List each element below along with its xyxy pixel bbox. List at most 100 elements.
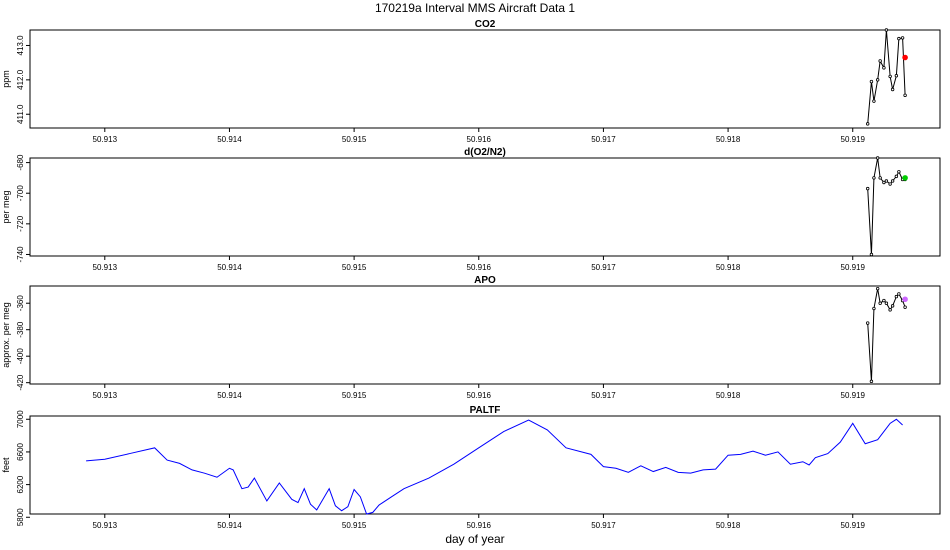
data-point xyxy=(882,298,886,303)
y-tick-label: 412.0 xyxy=(16,69,25,90)
series-line-0 xyxy=(867,29,906,124)
x-tick-label: 50.916 xyxy=(467,391,492,400)
x-tick-label: 50.918 xyxy=(716,263,741,272)
panel-frame xyxy=(29,285,941,385)
data-point xyxy=(865,122,870,126)
x-tick-label: 50.919 xyxy=(841,391,866,400)
data-point xyxy=(882,66,886,70)
y-tick-label: 413.0 xyxy=(16,35,25,56)
panel-title: CO2 xyxy=(475,19,496,30)
y-tick-label: -740 xyxy=(16,246,25,263)
data-point xyxy=(890,87,895,92)
highlight-marker xyxy=(902,296,908,303)
y-tick-label: 6200 xyxy=(16,475,25,493)
x-tick-label: 50.919 xyxy=(841,521,866,530)
x-tick-label: 50.915 xyxy=(342,521,367,530)
panel-title: APO xyxy=(474,275,496,286)
highlight-marker xyxy=(902,175,908,181)
data-point xyxy=(869,379,874,384)
data-point xyxy=(865,186,870,191)
data-point xyxy=(875,156,880,160)
x-tick-label: 50.915 xyxy=(342,135,367,144)
panel-3: PALTF feet 50.913 50.914 50.915 50.916 50.917 5… xyxy=(1,405,941,530)
x-tick-label: 50.918 xyxy=(716,391,741,400)
data-point xyxy=(865,321,870,325)
data-point xyxy=(875,286,880,291)
x-tick-label: 50.913 xyxy=(93,135,118,144)
x-tick-label: 50.917 xyxy=(591,391,616,400)
y-tick-label: -380 xyxy=(16,321,25,338)
x-tick-label: 50.913 xyxy=(93,521,118,530)
y-axis-label: per meg xyxy=(1,190,11,223)
data-point xyxy=(903,93,907,98)
data-point xyxy=(882,180,886,185)
panels: CO2 ppm 50.913 50.914 50.915 50.916 50.917 50.9… xyxy=(1,19,941,530)
y-tick-label: -700 xyxy=(16,185,25,202)
panel-0: CO2 ppm 50.913 50.914 50.915 50.916 50.917 50.9… xyxy=(1,19,941,144)
x-tick-label: 50.917 xyxy=(591,521,616,530)
panel-title: d(O2/N2) xyxy=(464,147,506,158)
y-tick-label: 6600 xyxy=(16,442,25,460)
data-point xyxy=(884,28,889,32)
data-point xyxy=(897,170,901,174)
data-point xyxy=(869,79,874,84)
x-tick-label: 50.914 xyxy=(217,263,242,272)
x-tick-label: 50.917 xyxy=(591,263,616,272)
data-point xyxy=(894,74,899,78)
x-tick-label: 50.915 xyxy=(342,263,367,272)
data-point xyxy=(872,176,876,180)
data-point xyxy=(872,99,876,103)
data-point xyxy=(903,305,907,309)
data-point xyxy=(890,179,895,183)
y-axis-label: ppm xyxy=(1,70,11,88)
data-point xyxy=(875,78,880,82)
highlight-marker xyxy=(902,54,908,61)
x-tick-label: 50.919 xyxy=(841,263,866,272)
y-axis-label: feet xyxy=(1,457,11,473)
data-point xyxy=(897,292,901,296)
figure-title: 170219a Interval MMS Aircraft Data 1 xyxy=(375,1,575,15)
data-point xyxy=(897,36,901,41)
x-tick-label: 50.914 xyxy=(217,135,242,144)
x-tick-label: 50.916 xyxy=(467,263,492,272)
panel-frame xyxy=(29,415,941,515)
y-tick-label: 411.0 xyxy=(16,104,25,124)
data-point xyxy=(878,176,882,180)
data-point xyxy=(878,301,882,305)
y-tick-label: -680 xyxy=(16,154,25,171)
y-tick-label: -360 xyxy=(16,295,25,312)
data-point xyxy=(890,304,895,308)
data-point xyxy=(888,308,892,312)
x-tick-label: 50.914 xyxy=(217,521,242,530)
data-point xyxy=(888,74,892,79)
panel-2: APO approx. per meg 50.913 50.914 50.915 50.9… xyxy=(1,275,941,400)
x-tick-label: 50.917 xyxy=(591,135,616,144)
x-tick-label: 50.915 xyxy=(342,391,367,400)
data-point xyxy=(884,301,889,305)
y-tick-label: -400 xyxy=(16,348,25,365)
data-point xyxy=(900,36,905,40)
data-point xyxy=(894,294,899,299)
panel-frame xyxy=(29,29,941,129)
x-axis-label: day of year xyxy=(445,532,504,546)
x-tick-label: 50.914 xyxy=(217,391,242,400)
x-tick-label: 50.916 xyxy=(467,135,492,144)
data-point xyxy=(884,179,889,183)
x-tick-label: 50.918 xyxy=(716,135,741,144)
y-tick-label: -720 xyxy=(16,215,25,232)
panel-1: d(O2/N2) per meg 50.913 50.914 50.915 50.916 5… xyxy=(1,147,941,272)
x-tick-label: 50.919 xyxy=(841,135,866,144)
y-tick-label: 7000 xyxy=(16,410,25,428)
y-tick-label: 5800 xyxy=(16,508,25,526)
x-tick-label: 50.913 xyxy=(93,391,118,400)
panel-frame xyxy=(29,157,941,257)
data-point xyxy=(888,182,892,186)
x-tick-label: 50.918 xyxy=(716,521,741,530)
series-line-0 xyxy=(86,418,903,515)
data-point xyxy=(878,59,882,63)
data-point xyxy=(872,306,876,311)
data-point xyxy=(894,174,899,179)
x-tick-label: 50.916 xyxy=(467,521,492,530)
x-tick-label: 50.913 xyxy=(93,263,118,272)
